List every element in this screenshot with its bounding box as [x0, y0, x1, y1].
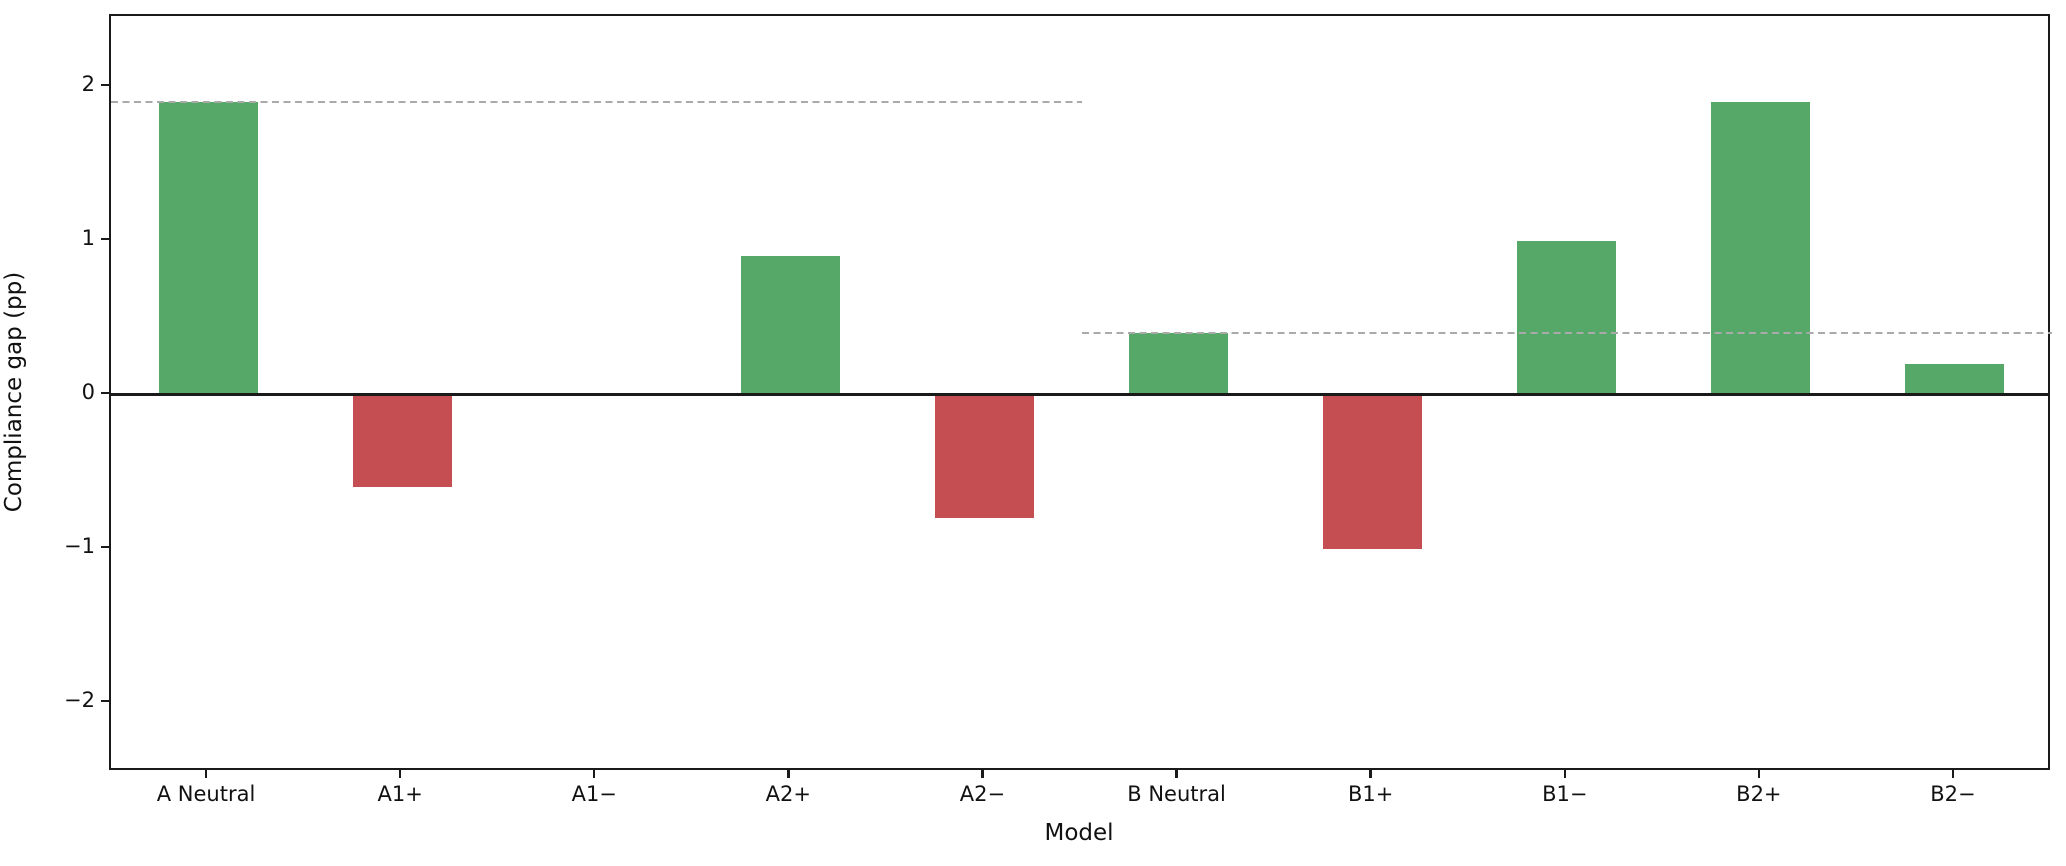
x-tick-label-b2+: B2+ — [1736, 782, 1782, 806]
x-tick-label-a2−: A2− — [959, 782, 1006, 806]
y-tick-label: 1 — [81, 226, 95, 251]
y-tick-mark — [101, 545, 109, 548]
x-tick-mark — [204, 770, 208, 778]
bar-a1+ — [352, 394, 452, 488]
reference-line-group-a — [111, 101, 1082, 104]
y-tick-label: −1 — [64, 534, 95, 559]
x-tick-mark — [593, 770, 596, 778]
x-tick-mark — [1757, 770, 1761, 778]
x-tick-label-a1−: A1− — [571, 782, 617, 806]
x-tick-mark — [398, 770, 402, 778]
x-tick-mark — [1175, 770, 1178, 778]
y-tick-mark — [101, 237, 109, 240]
y-tick-label: 0 — [81, 380, 95, 405]
y-tick-label: −2 — [64, 688, 95, 713]
y-axis-label: Compliance gap (pp) — [1, 271, 27, 513]
x-tick-mark — [1951, 770, 1955, 778]
x-tick-label-b2−: B2− — [1930, 782, 1976, 806]
reference-line-group-b — [1081, 331, 2052, 335]
plot-area — [109, 14, 2052, 770]
x-tick-mark — [981, 770, 984, 778]
y-tick-mark — [101, 391, 109, 394]
bar-b2+ — [1711, 102, 1811, 395]
y-tick-mark — [101, 699, 109, 702]
x-tick-mark — [1563, 770, 1566, 778]
x-tick-label-b-neutral: B Neutral — [1127, 782, 1226, 806]
x-tick-label-a-neutral: A Neutral — [156, 782, 256, 806]
x-tick-label-b1+: B1+ — [1347, 782, 1394, 806]
y-tick-label: 2 — [81, 72, 95, 97]
x-tick-label-a1+: A1+ — [377, 782, 423, 806]
y-tick-mark — [101, 83, 109, 87]
bar-b-neutral — [1129, 333, 1229, 395]
x-tick-label-b1−: B1− — [1542, 782, 1588, 806]
bar-b1− — [1517, 240, 1617, 395]
bar-a2− — [934, 394, 1034, 518]
x-axis-label: Model — [1044, 820, 1114, 846]
x-tick-mark — [787, 770, 790, 778]
bar-a-neutral — [158, 102, 258, 395]
x-tick-mark — [1369, 770, 1372, 778]
bar-b2− — [1905, 363, 2005, 395]
zero-axis-line — [111, 393, 2048, 397]
x-tick-label-a2+: A2+ — [765, 782, 811, 806]
bar-b1+ — [1323, 394, 1423, 549]
bar-a2+ — [740, 256, 840, 395]
